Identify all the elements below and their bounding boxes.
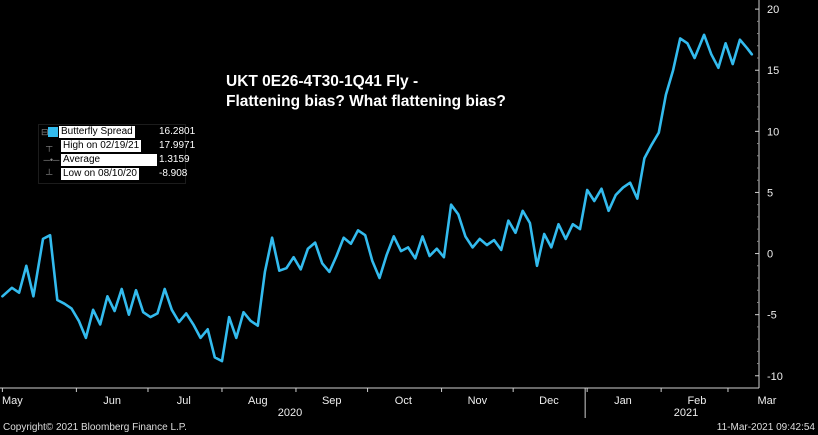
legend-average-label: Average xyxy=(61,154,157,166)
legend-row-low: ┴ Low on 08/10/20 -8.908 xyxy=(39,167,188,181)
legend-row-high: ┬ High on 02/19/21 17.9971 xyxy=(39,139,195,153)
legend-high-label: High on 02/19/21 xyxy=(61,140,142,152)
chart-title-block: UKT 0E26-4T30-1Q41 Fly - Flattening bias… xyxy=(226,72,506,112)
legend: ⊟ Butterfly Spread 16.2801 ┬ High on 02/… xyxy=(38,124,195,184)
y-tick-label: 15 xyxy=(767,65,779,77)
legend-row-series: ⊟ Butterfly Spread 16.2801 xyxy=(39,125,195,139)
y-tick-label: 10 xyxy=(767,126,779,138)
y-tick-label: 5 xyxy=(767,187,773,199)
high-marker-icon: ┬ xyxy=(41,141,53,151)
legend-low-label: Low on 08/10/20 xyxy=(61,168,139,180)
year-label: 2020 xyxy=(278,407,302,419)
chart-subtitle: Flattening bias? What flattening bias? xyxy=(226,93,506,110)
x-tick-label: Dec xyxy=(539,395,559,407)
x-tick-label: Oct xyxy=(395,395,412,407)
timestamp-text: 11-Mar-2021 09:42:54 xyxy=(716,422,815,433)
x-tick-label: Jun xyxy=(103,395,121,407)
y-tick-label: 20 xyxy=(767,4,779,16)
low-marker-icon: ┴ xyxy=(41,169,53,179)
legend-high-value: 17.9971 xyxy=(159,140,196,151)
y-axis: -10 -5 0 5 10 15 20 xyxy=(755,4,783,383)
expand-icon: ⊟ xyxy=(41,127,49,137)
x-tick-label: Jan xyxy=(614,395,632,407)
x-tick-label: Feb xyxy=(687,395,706,407)
legend-series-label: Butterfly Spread xyxy=(59,126,135,138)
legend-average-value: 1.3159 xyxy=(159,154,190,165)
y-tick-label: 0 xyxy=(767,249,773,261)
plot-frame xyxy=(0,0,760,389)
y-tick-label: -5 xyxy=(767,310,777,322)
y-tick-label: -10 xyxy=(767,371,783,383)
copyright-text: Copyright© 2021 Bloomberg Finance L.P. xyxy=(3,422,187,433)
average-marker-icon: ─•─ xyxy=(41,155,60,165)
legend-row-average: ─•─ Average 1.3159 xyxy=(39,153,190,167)
series-swatch-icon xyxy=(48,127,58,137)
x-tick-label: Jul xyxy=(177,395,191,407)
year-label: 2021 xyxy=(674,407,698,419)
x-axis: May Jun Jul Aug Sep Oct Nov Dec Jan Feb Mar 2020 202… xyxy=(1,388,777,419)
legend-series-value: 16.2801 xyxy=(159,126,196,137)
series-layer xyxy=(1,33,754,363)
x-tick-label: Aug xyxy=(248,395,268,407)
x-tick-label: Nov xyxy=(468,395,488,407)
chart-title: UKT 0E26-4T30-1Q41 Fly - xyxy=(226,73,419,90)
x-tick-label: May xyxy=(2,395,23,407)
series-line xyxy=(1,33,754,363)
x-tick-label: Mar xyxy=(758,395,777,407)
x-tick-label: Sep xyxy=(322,395,342,407)
legend-low-value: -8.908 xyxy=(159,168,188,179)
